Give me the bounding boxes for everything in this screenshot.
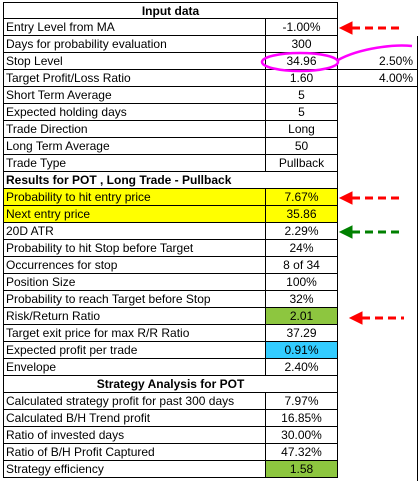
value-envelope[interactable]: 2.40% bbox=[265, 359, 338, 376]
value-occurrences-stop[interactable]: 8 of 34 bbox=[265, 257, 338, 274]
label-target-ratio: Target Profit/Loss Ratio bbox=[3, 70, 265, 87]
value-strategy-efficiency[interactable]: 1.58 bbox=[265, 461, 338, 478]
label-probability-stop: Probability to hit Stop before Target bbox=[3, 240, 265, 257]
value-target-exit[interactable]: 37.29 bbox=[265, 325, 338, 342]
input-data-header: Input data bbox=[3, 2, 338, 19]
red-arrow-icon bbox=[338, 21, 400, 35]
value-entry-level[interactable]: -1.00% bbox=[265, 19, 338, 36]
label-strategy-efficiency: Strategy efficiency bbox=[3, 461, 265, 478]
row-strategy-efficiency[interactable]: Strategy efficiency 1.58 bbox=[3, 461, 338, 478]
red-arrow-icon bbox=[338, 191, 400, 205]
row-target-exit[interactable]: Target exit price for max R/R Ratio 37.2… bbox=[3, 325, 338, 342]
row-stop-level[interactable]: Stop Level 34.96 bbox=[3, 53, 338, 70]
label-risk-return: Risk/Return Ratio bbox=[3, 308, 265, 325]
label-probability-entry: Probability to hit entry price bbox=[3, 189, 265, 206]
row-invested-days[interactable]: Ratio of invested days 30.00% bbox=[3, 427, 338, 444]
row-probability-target[interactable]: Probability to reach Target before Stop … bbox=[3, 291, 338, 308]
row-next-entry-price[interactable]: Next entry price 35.86 bbox=[3, 206, 338, 223]
value-position-size[interactable]: 100% bbox=[265, 274, 338, 291]
label-position-size: Position Size bbox=[3, 274, 265, 291]
row-bh-profit-captured[interactable]: Ratio of B/H Profit Captured 47.32% bbox=[3, 444, 338, 461]
label-entry-level: Entry Level from MA bbox=[3, 19, 265, 36]
label-next-entry-price: Next entry price bbox=[3, 206, 265, 223]
strategy-header-label: Strategy Analysis for POT bbox=[3, 376, 338, 393]
label-days-probability: Days for probability evaluation bbox=[3, 36, 265, 53]
label-long-term-average: Long Term Average bbox=[3, 138, 265, 155]
label-expected-profit: Expected profit per trade bbox=[3, 342, 265, 359]
row-strategy-profit[interactable]: Calculated strategy profit for past 300 … bbox=[3, 393, 338, 410]
row-target-ratio[interactable]: Target Profit/Loss Ratio 1.60 bbox=[3, 70, 338, 87]
value-20d-atr[interactable]: 2.29% bbox=[265, 223, 338, 240]
value-trade-type[interactable]: Pullback bbox=[265, 155, 338, 172]
label-short-term-average: Short Term Average bbox=[3, 87, 265, 104]
stop-level-highlight-sweep bbox=[337, 44, 413, 62]
red-arrow-icon bbox=[348, 311, 404, 325]
label-holding-days: Expected holding days bbox=[3, 104, 265, 121]
row-occurrences-stop[interactable]: Occurrences for stop 8 of 34 bbox=[3, 257, 338, 274]
label-stop-level: Stop Level bbox=[3, 53, 265, 70]
row-bh-trend-profit[interactable]: Calculated B/H Trend profit 16.85% bbox=[3, 410, 338, 427]
label-envelope: Envelope bbox=[3, 359, 265, 376]
label-bh-profit-captured: Ratio of B/H Profit Captured bbox=[3, 444, 265, 461]
row-20d-atr[interactable]: 20D ATR 2.29% bbox=[3, 223, 338, 240]
label-invested-days: Ratio of invested days bbox=[3, 427, 265, 444]
row-envelope[interactable]: Envelope 2.40% bbox=[3, 359, 338, 376]
row-probability-entry[interactable]: Probability to hit entry price 7.67% bbox=[3, 189, 338, 206]
value-bh-trend-profit[interactable]: 16.85% bbox=[265, 410, 338, 427]
label-strategy-profit: Calculated strategy profit for past 300 … bbox=[3, 393, 265, 410]
value-short-term-average[interactable]: 5 bbox=[265, 87, 338, 104]
row-position-size[interactable]: Position Size 100% bbox=[3, 274, 338, 291]
row-risk-return[interactable]: Risk/Return Ratio 2.01 bbox=[3, 308, 338, 325]
row-holding-days[interactable]: Expected holding days 5 bbox=[3, 104, 338, 121]
results-header: Results for POT , Long Trade - Pullback bbox=[3, 172, 338, 189]
value-next-entry-price[interactable]: 35.86 bbox=[265, 206, 338, 223]
row-expected-profit[interactable]: Expected profit per trade 0.91% bbox=[3, 342, 338, 359]
value-probability-target[interactable]: 32% bbox=[265, 291, 338, 308]
row-short-term-average[interactable]: Short Term Average 5 bbox=[3, 87, 338, 104]
value-long-term-average[interactable]: 50 bbox=[265, 138, 338, 155]
value-target-ratio[interactable]: 1.60 bbox=[265, 70, 338, 87]
input-data-header-label: Input data bbox=[3, 2, 338, 19]
value-trade-direction[interactable]: Long bbox=[265, 121, 338, 138]
row-entry-level[interactable]: Entry Level from MA -1.00% bbox=[3, 19, 338, 36]
label-target-exit: Target exit price for max R/R Ratio bbox=[3, 325, 265, 342]
value-holding-days[interactable]: 5 bbox=[265, 104, 338, 121]
value-expected-profit[interactable]: 0.91% bbox=[265, 342, 338, 359]
stop-level-highlight-ellipse bbox=[260, 51, 340, 73]
row-days-probability[interactable]: Days for probability evaluation 300 bbox=[3, 36, 338, 53]
value-probability-entry[interactable]: 7.67% bbox=[265, 189, 338, 206]
green-arrow-icon bbox=[338, 225, 404, 239]
label-trade-type: Trade Type bbox=[3, 155, 265, 172]
row-trade-direction[interactable]: Trade Direction Long bbox=[3, 121, 338, 138]
results-header-label: Results for POT , Long Trade - Pullback bbox=[3, 172, 338, 189]
value-risk-return[interactable]: 2.01 bbox=[265, 308, 338, 325]
row-trade-type[interactable]: Trade Type Pullback bbox=[3, 155, 338, 172]
strategy-header: Strategy Analysis for POT bbox=[3, 376, 338, 393]
label-occurrences-stop: Occurrences for stop bbox=[3, 257, 265, 274]
label-probability-target: Probability to reach Target before Stop bbox=[3, 291, 265, 308]
label-20d-atr: 20D ATR bbox=[3, 223, 265, 240]
value-strategy-profit[interactable]: 7.97% bbox=[265, 393, 338, 410]
value-invested-days[interactable]: 30.00% bbox=[265, 427, 338, 444]
value-bh-profit-captured[interactable]: 47.32% bbox=[265, 444, 338, 461]
label-trade-direction: Trade Direction bbox=[3, 121, 265, 138]
row-probability-stop[interactable]: Probability to hit Stop before Target 24… bbox=[3, 240, 338, 257]
value-probability-stop[interactable]: 24% bbox=[265, 240, 338, 257]
label-bh-trend-profit: Calculated B/H Trend profit bbox=[3, 410, 265, 427]
row-long-term-average[interactable]: Long Term Average 50 bbox=[3, 138, 338, 155]
